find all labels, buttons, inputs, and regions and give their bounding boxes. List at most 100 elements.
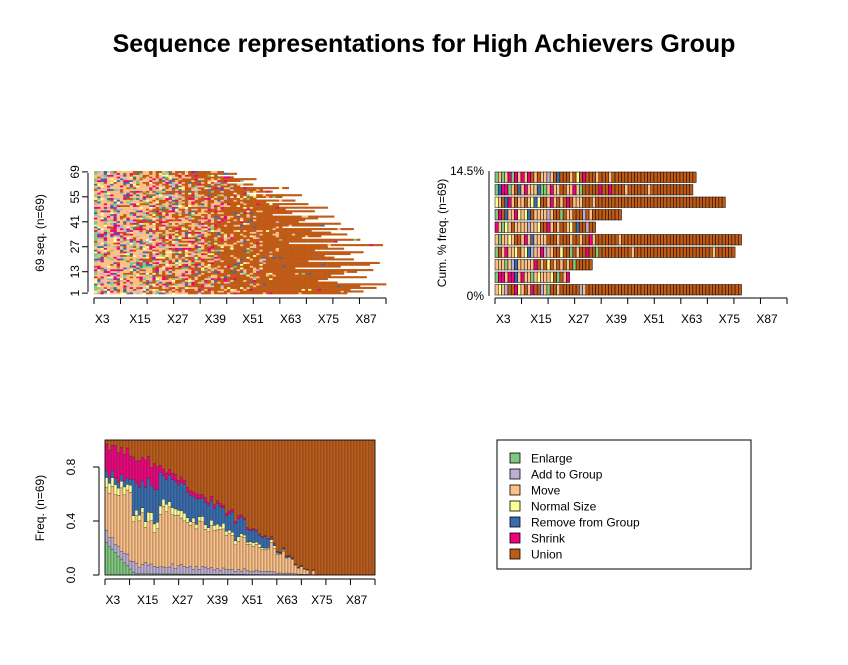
index-cell [110, 210, 114, 213]
index-cell [285, 217, 289, 220]
index-cell [188, 213, 192, 216]
index-cell [256, 256, 260, 259]
index-cell [201, 226, 205, 229]
index-cell [269, 222, 273, 225]
index-cell [201, 220, 205, 223]
index-cell [139, 286, 143, 289]
index-cell [227, 269, 231, 272]
index-cell [123, 238, 127, 241]
index-cell [136, 220, 140, 223]
index-cell [152, 254, 156, 257]
index-cell [129, 233, 134, 236]
index-cell [304, 286, 309, 289]
index-cell [142, 233, 147, 236]
index-cell [175, 254, 179, 257]
index-cell [207, 226, 212, 229]
index-cell [158, 226, 163, 229]
index-cell [162, 197, 166, 200]
index-cell [249, 206, 254, 209]
index-cell [301, 286, 306, 289]
index-cell [272, 270, 276, 273]
index-cell [236, 253, 241, 256]
index-cell [106, 188, 111, 191]
index-cell [103, 220, 108, 223]
index-cell [116, 210, 121, 213]
index-cell [116, 258, 121, 261]
index-cell [116, 178, 121, 181]
index-cell [132, 267, 137, 270]
index-cell [304, 238, 309, 241]
index-cell [243, 286, 247, 289]
index-cell [269, 272, 273, 275]
index-cell [236, 179, 241, 182]
index-cell [304, 228, 309, 231]
index-cell [233, 290, 238, 293]
index-cell [204, 286, 208, 289]
index-cell [106, 245, 111, 248]
index-cell [175, 179, 179, 182]
index-cell [126, 187, 130, 190]
index-cell [220, 242, 225, 245]
index-cell [165, 203, 169, 206]
index-cell [295, 254, 299, 257]
index-cell [233, 201, 238, 204]
index-cell [207, 208, 212, 211]
index-cell [227, 210, 231, 213]
index-cell [194, 213, 199, 216]
frequency-cell [592, 284, 596, 296]
index-cell [311, 233, 315, 236]
index-cell [220, 178, 225, 181]
index-cell [327, 270, 332, 273]
index-cell [278, 292, 283, 295]
index-cell [259, 258, 264, 261]
index-cell [243, 251, 247, 254]
index-cell [334, 285, 338, 288]
index-cell [194, 228, 199, 231]
index-cell [324, 258, 328, 261]
index-cell [142, 281, 147, 284]
index-cell [165, 236, 169, 240]
index-cell [343, 258, 348, 261]
index-cell [184, 231, 189, 234]
index-cell [171, 274, 176, 277]
index-cell [366, 286, 371, 289]
index-cell [178, 217, 182, 220]
index-cell [168, 253, 173, 256]
index-cell [282, 228, 286, 231]
index-cell [243, 290, 247, 293]
index-cell [233, 263, 238, 266]
index-cell [227, 203, 231, 206]
index-cell [236, 265, 241, 268]
index-cell [223, 201, 228, 204]
index-cell [240, 192, 244, 195]
index-cell [272, 272, 276, 275]
index-cell [171, 201, 176, 204]
index-cell [334, 247, 338, 250]
index-cell [223, 188, 228, 191]
index-cell [155, 222, 160, 225]
index-cell [126, 217, 130, 220]
index-cell [116, 194, 121, 197]
index-cell [282, 258, 286, 261]
index-cell [123, 179, 127, 182]
index-cell [188, 203, 192, 206]
index-cell [201, 206, 205, 209]
index-cell [265, 270, 270, 273]
index-cell [295, 286, 299, 289]
index-cell [171, 292, 176, 295]
index-cell [210, 245, 215, 248]
index-cell [116, 281, 121, 284]
index-cell [308, 247, 312, 250]
index-cell [334, 265, 338, 268]
frequency-sequence-bar [494, 234, 742, 246]
index-cell [207, 261, 212, 264]
index-cell [123, 277, 127, 281]
index-cell [214, 279, 218, 282]
frequency-cell [543, 271, 548, 283]
index-cell [275, 286, 280, 289]
index-cell [240, 269, 244, 272]
index-cell [136, 226, 140, 229]
index-cell [94, 213, 98, 216]
index-cell [204, 279, 208, 282]
index-cell [227, 219, 231, 222]
